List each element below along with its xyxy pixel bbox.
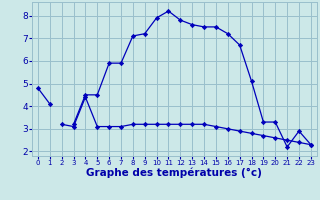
X-axis label: Graphe des températures (°c): Graphe des températures (°c) [86,168,262,178]
